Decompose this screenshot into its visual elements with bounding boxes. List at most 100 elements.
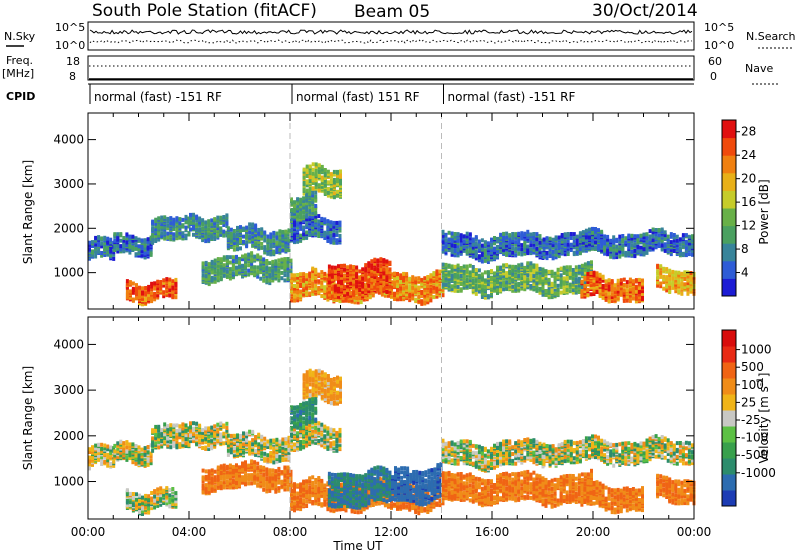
echo-cell bbox=[450, 242, 454, 247]
echo-cell bbox=[172, 444, 176, 448]
echo-cell bbox=[166, 424, 170, 429]
echo-cell bbox=[621, 252, 625, 257]
echo-cell bbox=[314, 190, 318, 195]
echo-cell bbox=[568, 267, 572, 272]
echo-cell bbox=[340, 281, 343, 286]
echo-cell bbox=[563, 237, 567, 242]
echo-cell bbox=[483, 285, 487, 289]
echo-cell bbox=[474, 286, 478, 291]
echo-cell bbox=[505, 231, 509, 236]
echo-cell bbox=[456, 288, 460, 293]
echo-cell bbox=[299, 222, 303, 227]
echo-cell bbox=[346, 270, 350, 275]
echo-cell bbox=[535, 267, 539, 272]
echo-cell bbox=[680, 291, 684, 296]
echo-cell bbox=[181, 437, 185, 442]
echo-cell bbox=[408, 291, 412, 296]
echo-cell bbox=[665, 283, 669, 287]
echo-cell bbox=[468, 270, 472, 275]
echo-cell bbox=[119, 453, 123, 458]
echo-cell bbox=[293, 238, 296, 243]
echo-cell bbox=[581, 235, 585, 240]
echo-cell bbox=[511, 271, 515, 276]
echo-cell bbox=[621, 238, 625, 242]
echo-cell bbox=[311, 167, 315, 172]
echo-cell bbox=[299, 217, 303, 222]
echo-cell bbox=[568, 282, 572, 287]
echo-cell bbox=[332, 240, 336, 245]
echo-cell bbox=[106, 452, 110, 457]
echo-cell bbox=[417, 285, 421, 290]
echo-cell bbox=[456, 253, 460, 258]
echo-cell bbox=[250, 251, 254, 256]
echo-cell bbox=[671, 280, 675, 285]
echo-cell bbox=[532, 263, 536, 268]
echo-cell bbox=[352, 265, 356, 269]
echo-cell bbox=[607, 295, 611, 300]
echo-cell bbox=[447, 286, 451, 291]
beam-title: Beam 05 bbox=[354, 2, 430, 22]
echo-cell bbox=[131, 234, 135, 239]
colorbar-tick-label: 12 bbox=[741, 219, 756, 233]
echo-cell bbox=[568, 271, 572, 276]
echo-cell bbox=[219, 230, 223, 235]
echo-cell bbox=[187, 231, 191, 236]
echo-cell bbox=[317, 219, 321, 224]
echo-cell bbox=[553, 291, 557, 296]
y-tick-label: 1000 bbox=[53, 266, 84, 280]
echo-cell bbox=[320, 283, 324, 288]
echo-cell bbox=[684, 233, 688, 238]
echo-cell bbox=[138, 301, 141, 306]
echo-cell bbox=[480, 295, 484, 299]
echo-cell bbox=[550, 295, 554, 300]
echo-cell bbox=[538, 266, 542, 271]
echo-cell bbox=[320, 167, 324, 172]
echo-cell bbox=[517, 268, 521, 273]
echo-cell bbox=[435, 272, 439, 276]
echo-cell bbox=[380, 284, 384, 289]
echo-cell bbox=[174, 288, 178, 293]
echo-cell bbox=[402, 271, 406, 276]
echo-cell bbox=[545, 250, 549, 255]
echo-cell bbox=[572, 238, 576, 243]
echo-cell bbox=[621, 243, 625, 248]
echo-cell bbox=[477, 247, 481, 252]
echo-cell bbox=[592, 285, 596, 290]
echo-cell bbox=[668, 271, 672, 276]
echo-cell bbox=[606, 237, 610, 242]
echo-cell bbox=[172, 439, 176, 444]
echo-cell bbox=[493, 275, 496, 280]
echo-cell bbox=[364, 277, 368, 282]
echo-cell bbox=[332, 228, 336, 233]
echo-cell bbox=[143, 448, 147, 453]
echo-cell bbox=[465, 234, 469, 239]
echo-cell bbox=[198, 235, 202, 240]
echo-cell bbox=[511, 250, 515, 255]
echo-cell bbox=[684, 245, 688, 250]
echo-cell bbox=[663, 242, 667, 247]
echo-cell bbox=[665, 275, 669, 280]
echo-cell bbox=[151, 441, 155, 446]
echo-cell bbox=[450, 246, 454, 251]
echo-cell bbox=[483, 270, 487, 275]
echo-cell bbox=[578, 245, 582, 250]
echo-cell bbox=[146, 245, 150, 250]
echo-cell bbox=[628, 277, 632, 282]
echo-cell bbox=[648, 229, 652, 234]
echo-cell bbox=[272, 238, 276, 243]
echo-cell bbox=[574, 273, 578, 278]
echo-cell bbox=[266, 238, 270, 243]
echo-cell bbox=[269, 244, 273, 249]
echo-cell bbox=[150, 281, 154, 286]
echo-cell bbox=[393, 291, 396, 296]
echo-cell bbox=[508, 264, 512, 269]
echo-cell bbox=[414, 288, 418, 293]
echo-cell bbox=[681, 243, 685, 248]
echo-cell bbox=[598, 272, 602, 277]
echo-cell bbox=[468, 278, 472, 283]
echo-cell bbox=[184, 423, 188, 428]
echo-cell bbox=[669, 240, 673, 245]
echo-cell bbox=[462, 234, 466, 239]
echo-cell bbox=[606, 234, 610, 239]
echo-cell bbox=[505, 263, 509, 268]
